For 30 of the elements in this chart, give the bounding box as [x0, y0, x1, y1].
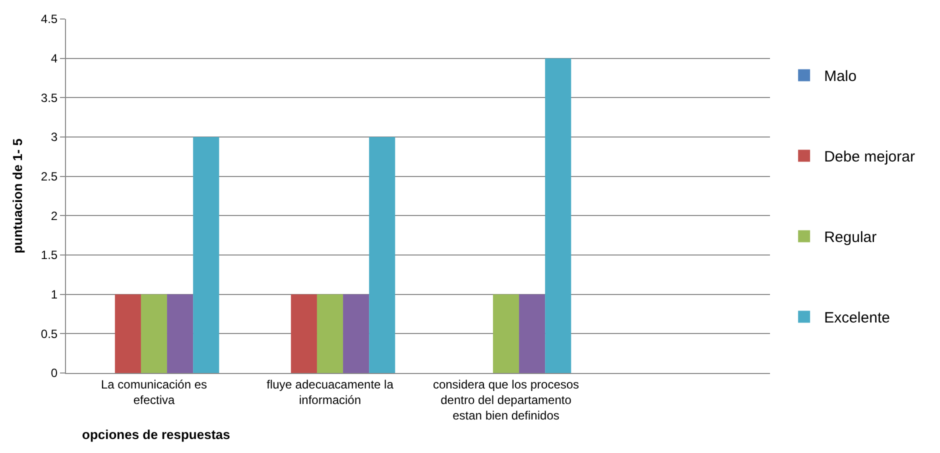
bar	[519, 294, 546, 373]
legend-label: Regular	[824, 229, 877, 246]
bar	[369, 137, 396, 373]
bar	[316, 294, 344, 373]
y-tick-label: 3	[50, 130, 58, 144]
x-tick-label: fluye adecuacamente la información	[266, 377, 394, 407]
bar	[290, 294, 317, 373]
bar	[492, 294, 520, 373]
legend-label: Excelente	[824, 310, 890, 327]
x-tick-label: La comunicación es efectiva	[100, 377, 208, 407]
y-tick-label: 1.5	[40, 248, 58, 262]
x-tick-label: considera que los procesos dentro del departamento estan bien definidos	[432, 377, 580, 423]
y-tick-label: 0.5	[40, 326, 58, 341]
bar	[545, 58, 572, 373]
bar	[193, 137, 220, 373]
bar	[140, 294, 168, 373]
y-tick-label: 4	[50, 52, 58, 66]
bar	[343, 294, 370, 373]
bar	[167, 294, 194, 373]
y-tick-label: 1	[50, 288, 58, 302]
y-tick-label: 2	[50, 208, 58, 223]
y-axis-title: puntuacion de 1- 5	[10, 138, 25, 254]
x-axis-title: opciones de respuestas	[82, 427, 230, 442]
y-tick-label: 0	[50, 366, 58, 380]
bar	[114, 294, 141, 373]
y-tick-label: 4.5	[40, 12, 58, 26]
legend-label: Debe mejorar	[824, 148, 915, 166]
y-tick-label: 3.5	[40, 90, 58, 105]
y-tick-label: 2.5	[40, 170, 58, 184]
legend-label: Malo	[824, 68, 857, 86]
